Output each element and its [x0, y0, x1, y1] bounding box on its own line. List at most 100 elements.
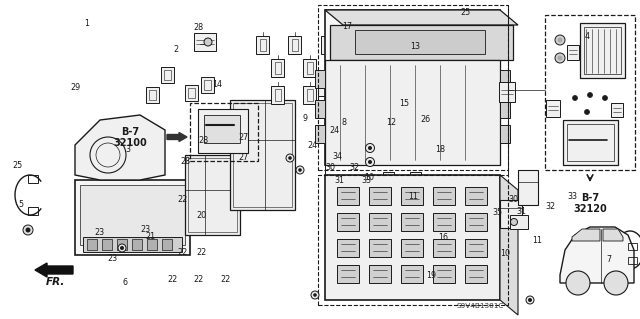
Text: 6: 6	[122, 278, 127, 287]
Bar	[204, 115, 240, 143]
Circle shape	[555, 53, 565, 63]
Text: 22: 22	[177, 248, 188, 256]
Text: 32: 32	[349, 163, 360, 172]
Text: 35: 35	[493, 208, 503, 217]
FancyArrow shape	[35, 263, 73, 277]
Polygon shape	[500, 175, 518, 315]
Text: 23: 23	[107, 254, 117, 263]
Text: 7: 7	[607, 256, 612, 264]
Bar	[325, 10, 500, 165]
Text: 17: 17	[342, 22, 353, 31]
Text: 30: 30	[509, 195, 519, 204]
Bar	[401, 239, 423, 257]
Text: 30: 30	[326, 163, 336, 172]
Circle shape	[286, 154, 294, 162]
Text: 10: 10	[500, 249, 511, 258]
Bar	[288, 36, 301, 54]
Polygon shape	[603, 229, 623, 241]
Text: 25: 25	[13, 161, 23, 170]
Text: 13: 13	[410, 42, 420, 51]
Circle shape	[365, 158, 374, 167]
Bar	[303, 86, 316, 104]
Text: 28: 28	[198, 136, 209, 145]
Text: 22: 22	[168, 275, 178, 284]
Text: 22: 22	[196, 248, 207, 256]
Bar	[230, 100, 295, 210]
Text: 21: 21	[145, 232, 156, 241]
Bar	[433, 213, 455, 231]
Circle shape	[298, 168, 302, 172]
Bar	[256, 36, 269, 54]
Text: 18: 18	[435, 145, 445, 154]
Text: 22: 22	[193, 275, 204, 284]
Text: 10: 10	[364, 173, 374, 182]
Bar	[198, 109, 248, 153]
Bar	[611, 103, 623, 117]
Circle shape	[584, 109, 589, 115]
Circle shape	[555, 35, 565, 45]
Circle shape	[566, 271, 590, 295]
Bar	[325, 39, 331, 51]
Circle shape	[120, 246, 124, 250]
Text: 9: 9	[302, 114, 307, 122]
Bar	[185, 85, 198, 101]
Polygon shape	[330, 25, 513, 60]
Bar	[233, 103, 292, 207]
Text: 4: 4	[585, 32, 590, 41]
Bar	[410, 205, 424, 223]
Bar	[362, 203, 374, 217]
Text: 11: 11	[408, 192, 418, 201]
Bar	[80, 185, 185, 245]
Text: 28: 28	[180, 157, 191, 166]
Bar	[188, 88, 195, 98]
Text: B-7: B-7	[581, 193, 599, 203]
Circle shape	[365, 144, 374, 152]
Bar	[87, 239, 97, 250]
Bar	[545, 15, 635, 170]
Bar	[369, 213, 391, 231]
Bar	[394, 179, 406, 191]
Bar	[201, 77, 214, 93]
Circle shape	[368, 160, 372, 164]
Bar	[518, 170, 538, 205]
Bar	[433, 265, 455, 283]
Text: 24: 24	[329, 126, 339, 135]
Bar	[383, 172, 394, 184]
Bar	[102, 239, 112, 250]
Text: 29: 29	[70, 83, 81, 92]
Circle shape	[204, 38, 212, 46]
Text: 32: 32	[545, 202, 556, 211]
Bar	[292, 39, 298, 51]
Bar	[190, 103, 258, 161]
Bar	[628, 257, 637, 264]
Bar	[303, 59, 316, 77]
Bar	[369, 265, 391, 283]
Bar	[260, 39, 266, 51]
Text: FR.: FR.	[45, 277, 65, 287]
Bar	[355, 30, 485, 54]
Text: 15: 15	[399, 99, 410, 108]
Bar	[271, 86, 284, 104]
Text: 25: 25	[461, 8, 471, 17]
Circle shape	[573, 95, 577, 100]
Text: 22: 22	[220, 275, 230, 284]
Bar	[132, 239, 142, 250]
Bar	[146, 87, 159, 103]
Bar	[161, 67, 174, 83]
Bar	[628, 243, 637, 250]
Bar	[433, 239, 455, 257]
Bar	[28, 207, 38, 215]
Bar	[465, 239, 487, 257]
Text: 14: 14	[212, 80, 223, 89]
Bar	[580, 23, 625, 78]
Polygon shape	[572, 229, 600, 241]
Text: 16: 16	[438, 233, 449, 242]
Bar	[83, 237, 182, 252]
Bar	[375, 197, 385, 207]
Bar	[318, 74, 332, 96]
Bar	[500, 100, 510, 118]
Bar	[500, 125, 510, 143]
Bar	[315, 70, 325, 88]
Bar	[307, 89, 313, 101]
Circle shape	[528, 298, 532, 302]
